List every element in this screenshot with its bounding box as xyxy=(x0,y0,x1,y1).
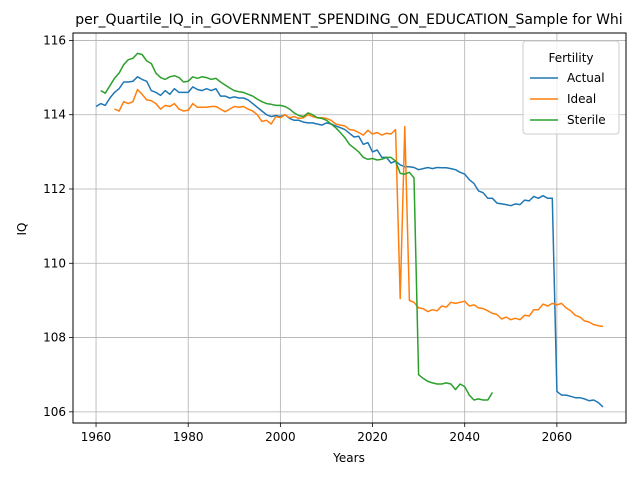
series-layer xyxy=(95,52,604,408)
legend-label-actual: Actual xyxy=(567,71,605,85)
y-tick-label: 108 xyxy=(43,331,66,345)
x-tick-label: 1960 xyxy=(81,430,112,444)
legend-title: Fertility xyxy=(548,51,593,65)
y-tick-label: 106 xyxy=(43,405,66,419)
x-tick-label: 2000 xyxy=(265,430,296,444)
x-axis-label: Years xyxy=(332,451,365,465)
legend-label-sterile: Sterile xyxy=(567,113,606,127)
x-tick-label: 2040 xyxy=(449,430,480,444)
y-tick-label: 116 xyxy=(43,33,66,47)
x-tick-label: 2060 xyxy=(542,430,573,444)
x-tick-label: 2020 xyxy=(357,430,388,444)
series-line-actual xyxy=(95,76,604,408)
plot-frame xyxy=(72,32,627,424)
y-tick-label: 110 xyxy=(43,256,66,270)
y-tick-label: 114 xyxy=(43,108,66,122)
axis-ticks: 1960 1980 2000 2020 2040 2060 106 108 110 112 114 1… xyxy=(43,33,572,444)
y-axis-label: IQ xyxy=(15,223,29,236)
legend-box xyxy=(522,40,620,135)
x-tick-label: 1980 xyxy=(173,430,204,444)
legend-label-ideal: Ideal xyxy=(567,92,596,106)
legend: Fertility Actual Ideal Sterile xyxy=(522,40,620,135)
series-line-sterile xyxy=(100,52,494,401)
y-tick-label: 112 xyxy=(43,182,66,196)
chart-title: per_Quartile_IQ_in_GOVERNMENT_SPENDING_O… xyxy=(75,12,622,28)
series-line-ideal xyxy=(114,88,604,328)
